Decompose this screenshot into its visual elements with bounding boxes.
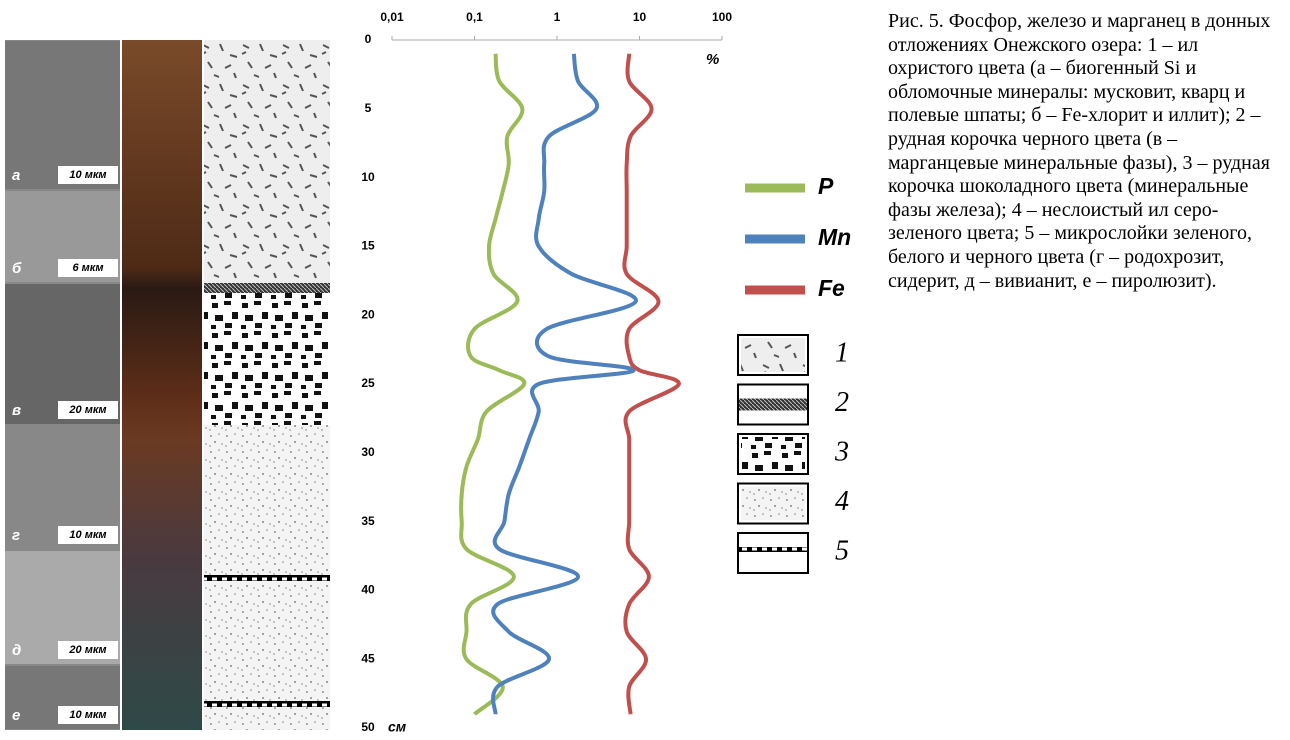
y-tick-label: 50 bbox=[361, 720, 375, 734]
y-tick-label: 45 bbox=[361, 651, 375, 665]
legend-label: Mn bbox=[818, 224, 851, 250]
layer-2 bbox=[204, 283, 330, 293]
legend-label: Fe bbox=[818, 275, 845, 301]
scale-label: 10 мкм bbox=[69, 169, 106, 181]
y-tick-label: 25 bbox=[361, 376, 375, 390]
litho-fill bbox=[741, 487, 805, 521]
y-tick-label: 20 bbox=[361, 307, 375, 321]
x-tick-label: 1 bbox=[554, 10, 561, 24]
image-label: в bbox=[12, 402, 21, 419]
litho-label: 2 bbox=[835, 387, 849, 418]
litho-band bbox=[739, 399, 807, 411]
x-unit: % bbox=[706, 51, 719, 68]
image-label: д bbox=[12, 642, 21, 659]
scale-label: 20 мкм bbox=[68, 644, 106, 656]
litho-label: 3 bbox=[834, 436, 849, 467]
y-tick-label: 5 bbox=[365, 101, 372, 115]
legend-label: P bbox=[818, 173, 834, 199]
scale-label: 10 мкм bbox=[69, 529, 106, 541]
scale-label: 10 мкм bbox=[69, 709, 106, 721]
y-tick-label: 15 bbox=[361, 239, 375, 253]
layer-3 bbox=[204, 293, 330, 425]
image-label: е bbox=[12, 707, 20, 724]
x-tick-label: 10 bbox=[633, 10, 647, 24]
litho-fill bbox=[741, 338, 805, 372]
litho-label: 4 bbox=[835, 486, 849, 517]
y-tick-label: 35 bbox=[361, 514, 375, 528]
image-label: г bbox=[12, 527, 20, 544]
litho-band bbox=[739, 547, 807, 552]
litho-box bbox=[738, 533, 808, 573]
y-tick-label: 30 bbox=[361, 445, 375, 459]
x-tick-label: 0,1 bbox=[466, 10, 483, 24]
y-unit: см bbox=[388, 719, 407, 735]
series-line bbox=[624, 54, 679, 714]
layer-5 bbox=[204, 575, 330, 581]
litho-label: 1 bbox=[835, 337, 849, 368]
y-tick-label: 0 bbox=[365, 32, 372, 46]
core-photo bbox=[122, 40, 202, 730]
layer-5 bbox=[204, 701, 330, 707]
x-tick-label: 0,01 bbox=[380, 10, 404, 24]
y-tick-label: 10 bbox=[361, 170, 375, 184]
image-label: а bbox=[12, 167, 20, 184]
litho-label: 5 bbox=[835, 535, 849, 566]
scale-label: 20 мкм bbox=[68, 404, 106, 416]
layer-1 bbox=[204, 40, 330, 283]
litho-fill bbox=[741, 437, 805, 471]
caption: Рис. 5. Фосфор, железо и марганец в донн… bbox=[888, 10, 1283, 293]
series-line bbox=[493, 54, 636, 714]
y-tick-label: 40 bbox=[361, 583, 375, 597]
x-tick-label: 100 bbox=[712, 10, 732, 24]
image-label: б bbox=[12, 260, 22, 277]
page: а 10 мкм б 6 мкм в 20 мкм г 10 мкм д 20 мкм е 10 мк… bbox=[0, 0, 1290, 735]
scale-label: 6 мкм bbox=[72, 262, 103, 274]
